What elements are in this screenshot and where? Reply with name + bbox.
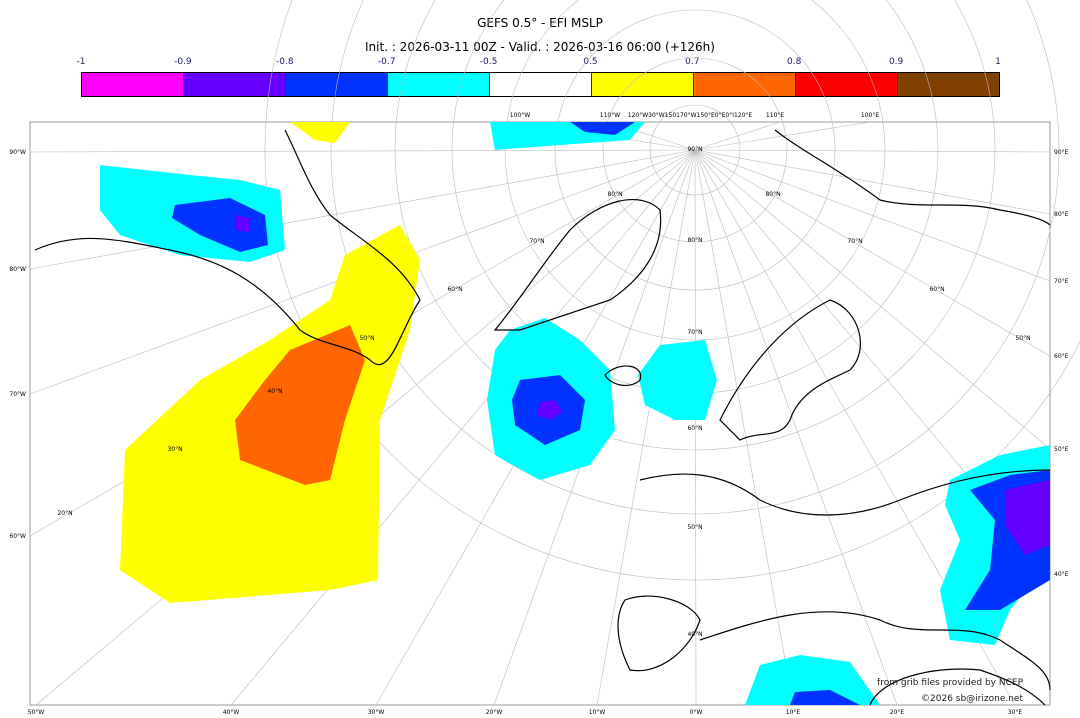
map-label: 10°E (786, 709, 801, 716)
map-label: 100°W (510, 112, 530, 119)
latitude-circle (504, 0, 886, 341)
map-label: 100°E (861, 112, 879, 119)
meridian (29, 149, 696, 270)
credit-copyright: ©2026 sb@irizone.net (921, 694, 1023, 704)
efi-area-violet-eastmed (1005, 480, 1050, 555)
map-label: 110°E (766, 112, 784, 119)
colorbar-tick-label: 0.8 (787, 57, 802, 67)
map-label: 90°N (687, 146, 702, 153)
map-label: 40°N (687, 631, 702, 638)
credit-source: from grib files provided by NCEP (877, 678, 1024, 688)
colorbar-tick-label: -0.7 (377, 57, 396, 67)
latitude-circle (394, 0, 996, 451)
meridian (694, 149, 794, 706)
colorbar-tick-label: 0.7 (685, 57, 700, 67)
chart-subtitle: Init. : 2026-03-11 00Z - Valid. : 2026-0… (365, 40, 715, 54)
map-label: 70°N (847, 238, 862, 245)
meridian (694, 149, 1051, 282)
map-label: 0°W (690, 709, 703, 716)
map-label: 80°N (607, 191, 622, 198)
coastlines (34, 129, 1051, 706)
latitude-circle (264, 0, 1080, 581)
map-label: 20°N (57, 510, 72, 517)
map-label: 30°W (368, 709, 385, 716)
colorbar-tick-label: -0.8 (275, 57, 294, 67)
map-label: 40°E (1054, 571, 1069, 578)
map-label: 80°E (1054, 211, 1069, 218)
map-label: 30°N (167, 446, 182, 453)
meridian (596, 149, 696, 706)
map-label: 60°W (9, 533, 26, 540)
map-label: 60°N (929, 286, 944, 293)
meridian (694, 149, 1051, 357)
efi-area-violet-labrador (235, 215, 250, 232)
colorbar-segment (898, 73, 999, 96)
colorbar-tick-label: -1 (76, 57, 86, 67)
efi-area-blue-labrador (172, 198, 268, 252)
map-label: 60°E (1054, 353, 1069, 360)
map-label: 30°E (1008, 709, 1023, 716)
meridian (694, 149, 898, 706)
latitude-circle (330, 0, 1060, 515)
meridian (694, 149, 1051, 153)
map-label: 70°N (529, 238, 544, 245)
map-label: 70°N (687, 329, 702, 336)
colorbar-segment (490, 73, 592, 96)
colorbar-tick-label: 1 (995, 57, 1001, 67)
colorbar-tick-label: -0.9 (174, 57, 192, 67)
map-label: 70°E (1054, 278, 1069, 285)
map-label: 10°W (589, 709, 606, 716)
meridian (694, 149, 1051, 450)
efi-area-orange-atlantic (235, 325, 365, 485)
map-labels: 100°W 110°W 120°W30°W150170°W150°E0°E0°I12… (9, 112, 1068, 716)
map-label: 50°E (1054, 446, 1069, 453)
map-label: 50°N (1015, 335, 1030, 342)
map-label: 90°E (1054, 149, 1069, 156)
map-label: 60°N (447, 286, 462, 293)
map-label: 50°N (359, 335, 374, 342)
map-label: 50°W (28, 709, 45, 716)
efi-area-cyan-south (745, 655, 880, 705)
map-label: 40°W (223, 709, 240, 716)
map-label: 90°W (9, 149, 26, 156)
efi-fields (100, 122, 1050, 705)
efi-area-blue-south (790, 690, 860, 705)
map-label: 110°W (600, 112, 620, 119)
meridian (29, 149, 696, 153)
colorbar-segment (592, 73, 694, 96)
efi-area-violet-iceland (537, 400, 562, 420)
meridian (694, 121, 781, 151)
map-label: 20°W (486, 709, 503, 716)
map-label: 80°W (9, 266, 26, 273)
colorbar (81, 72, 1000, 97)
colorbar-tick-label: 0.5 (583, 57, 598, 67)
map-label: 80°N (687, 237, 702, 244)
meridian (694, 149, 697, 706)
map-label: 40°N (267, 388, 282, 395)
efi-area-blue-greenland-top (570, 122, 635, 135)
map-label: 80°N (765, 191, 780, 198)
meridian (230, 149, 696, 706)
colorbar-segment (694, 73, 796, 96)
map-label: 60°N (687, 425, 702, 432)
colorbar-tick-label: -0.5 (479, 57, 498, 67)
colorbar-segment (388, 73, 490, 96)
meridian (694, 149, 1051, 215)
map-label: 120°W30°W150170°W150°E0°E0°I120°E (628, 112, 753, 119)
colorbar-tick-label: 0.9 (888, 57, 904, 67)
efi-area-cyan-norway-sea (638, 340, 717, 420)
map-label: 20°E (890, 709, 905, 716)
colorbar-segment (184, 73, 286, 96)
map-label: 50°N (687, 524, 702, 531)
map-label: 70°W (9, 391, 26, 398)
efi-area-yellow-north (290, 122, 350, 143)
chart-title: GEFS 0.5° - EFI MSLP (477, 16, 603, 30)
colorbar-segment (82, 73, 184, 96)
